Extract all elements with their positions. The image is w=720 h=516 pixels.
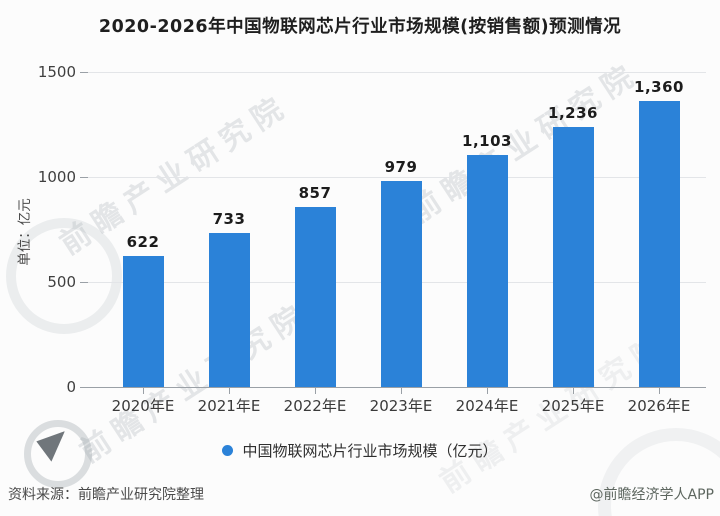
x-axis-tick xyxy=(229,388,230,394)
x-tick-label: 2025年E xyxy=(541,397,605,415)
bar-value-label: 857 xyxy=(298,184,332,202)
x-tick-label: 2021年E xyxy=(197,397,261,415)
x-axis-tick xyxy=(487,388,488,394)
y-tick-label: 0 xyxy=(66,378,76,396)
x-axis-tick xyxy=(143,388,144,394)
bar-value-label: 1,236 xyxy=(548,104,598,122)
bar xyxy=(380,181,422,387)
x-axis-tick xyxy=(315,388,316,394)
y-axis-tick xyxy=(80,282,88,283)
bar xyxy=(208,233,250,387)
page-title: 2020-2026年中国物联网芯片行业市场规模(按销售额)预测情况 xyxy=(98,17,622,37)
bar xyxy=(638,101,680,387)
y-axis-tick xyxy=(80,387,88,388)
bar-value-label: 622 xyxy=(126,233,160,251)
y-tick-label: 500 xyxy=(47,273,76,291)
credit-text: @前瞻经济学人APP xyxy=(589,487,714,503)
gridline xyxy=(88,72,706,73)
bar-value-label: 733 xyxy=(212,210,246,228)
x-axis-tick xyxy=(401,388,402,394)
x-axis-tick xyxy=(573,388,574,394)
y-axis-unit-label: 单位：亿元 xyxy=(17,198,33,266)
bar xyxy=(552,127,594,387)
gridline xyxy=(88,177,706,178)
x-tick-label: 2020年E xyxy=(111,397,175,415)
bar xyxy=(122,256,164,387)
bar xyxy=(466,155,508,387)
bar xyxy=(294,207,336,387)
x-axis-tick xyxy=(659,388,660,394)
legend: 中国物联网芯片行业市场规模（亿元） xyxy=(0,440,720,461)
data-source-text: 资料来源：前瞻产业研究院整理 xyxy=(8,487,204,503)
x-tick-label: 2024年E xyxy=(455,397,519,415)
legend-marker-icon xyxy=(222,445,234,456)
x-tick-label: 2026年E xyxy=(627,397,691,415)
bar-value-label: 1,103 xyxy=(462,132,512,150)
y-tick-label: 1000 xyxy=(37,168,76,186)
legend-label: 中国物联网芯片行业市场规模（亿元） xyxy=(242,442,498,460)
x-axis-line xyxy=(88,387,706,388)
y-axis-tick xyxy=(80,72,88,73)
bar-value-label: 979 xyxy=(384,158,418,176)
x-tick-label: 2022年E xyxy=(283,397,347,415)
y-axis-tick xyxy=(80,177,88,178)
x-tick-label: 2023年E xyxy=(369,397,433,415)
y-tick-label: 1500 xyxy=(37,63,76,81)
bar-value-label: 1,360 xyxy=(634,78,684,96)
